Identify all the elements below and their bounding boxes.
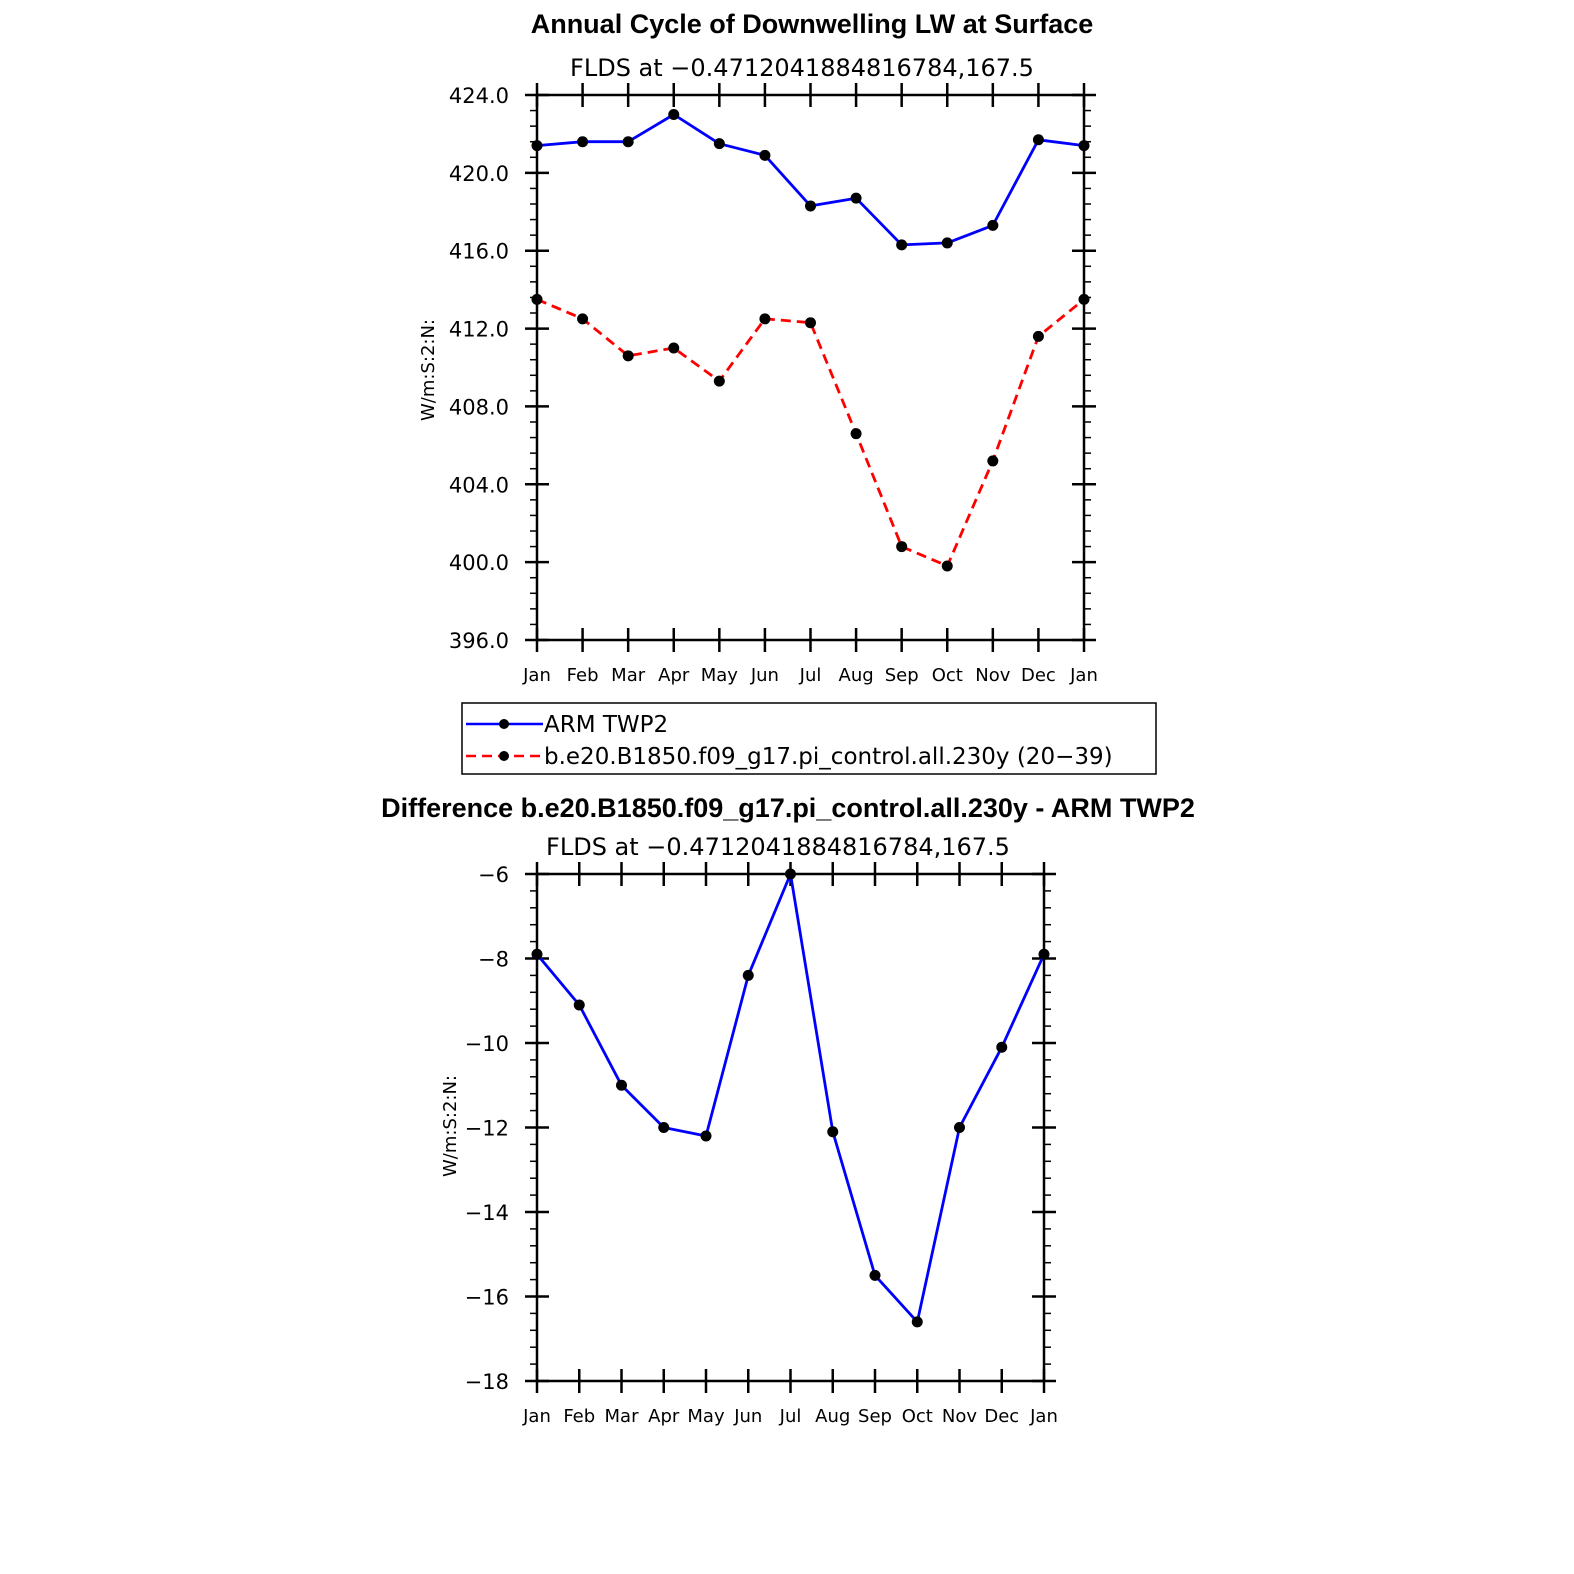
x-tick-label: Sep [858, 1406, 892, 1427]
y-axis-label: W/m:S:2:N: [440, 1075, 461, 1177]
x-tick-label: Dec [984, 1406, 1019, 1427]
y-tick-labels: 396.0 400.0 404.0 408.0 412.0 416.0 420.0 424.0 [449, 84, 509, 653]
plot-frame [535, 872, 1046, 1383]
y-tick-label: 424.0 [449, 84, 509, 108]
y-tick-label: −16 [465, 1286, 509, 1310]
data-point [911, 1316, 923, 1328]
plot-frame [535, 93, 1086, 642]
x-tick-label: Nov [942, 1406, 977, 1427]
data-point [577, 313, 589, 325]
data-point [850, 428, 862, 440]
data-point [577, 136, 589, 148]
data-point [759, 313, 771, 325]
data-point [616, 1079, 627, 1091]
x-tick-label: Aug [839, 665, 874, 686]
x-tick-label: Dec [1021, 665, 1056, 686]
y-tick-label: −18 [465, 1370, 509, 1394]
difference-panel: Difference b.e20.B1850.f09_g17.pi_contro… [381, 793, 1195, 1427]
x-tick-label: May [687, 1406, 725, 1427]
data-point [622, 136, 634, 148]
legend-marker-arm [499, 719, 509, 729]
y-axis-label: W/m:S:2:N: [418, 319, 439, 421]
chart-title: Difference b.e20.B1850.f09_g17.pi_contro… [381, 793, 1195, 823]
x-tick-label: Apr [658, 665, 690, 686]
x-tick-label: Jan [522, 1406, 551, 1427]
data-point [941, 237, 953, 249]
x-tick-label: Jul [779, 1406, 802, 1427]
data-point [896, 541, 908, 553]
legend: ARM TWP2 b.e20.B1850.f09_g17.pi_control.… [461, 702, 1157, 775]
y-tick-label: 404.0 [449, 473, 509, 497]
data-point [827, 1126, 839, 1138]
data-point [742, 969, 754, 981]
y-tick-label: 396.0 [449, 629, 509, 653]
y-tick-labels: −18 −16 −14 −12 −10 −8 −6 [465, 863, 509, 1394]
x-tick-label: Jun [733, 1406, 762, 1427]
data-point [622, 350, 634, 362]
data-point [700, 1130, 712, 1142]
data-point [573, 999, 585, 1011]
data-point [896, 239, 908, 251]
data-point [759, 149, 771, 161]
data-point [805, 317, 816, 329]
data-point [1032, 134, 1044, 146]
y-tick-label: 416.0 [449, 240, 509, 264]
y-tick-label: −10 [465, 1032, 509, 1056]
x-tick-label: Nov [975, 665, 1010, 686]
y-tick-label: −6 [478, 863, 509, 887]
data-point [668, 108, 680, 120]
x-tick-label: Oct [902, 1406, 933, 1427]
data-point [941, 560, 953, 572]
x-tick-label: May [701, 665, 739, 686]
data-series [531, 108, 1090, 572]
data-point [805, 200, 816, 212]
y-tick-label: 400.0 [449, 551, 509, 575]
data-point [658, 1122, 670, 1133]
data-point [1032, 330, 1044, 342]
y-tick-label: −8 [478, 948, 509, 972]
data-point [869, 1269, 881, 1281]
chart-title: Annual Cycle of Downwelling LW at Surfac… [531, 9, 1094, 39]
x-tick-labels: Jan Feb Mar Apr May Jun Jul Aug Sep Oct Nov Dec Jan [522, 1406, 1058, 1427]
y-tick-label: 420.0 [449, 162, 509, 186]
x-tick-label: Jun [750, 665, 779, 686]
legend-box [461, 702, 1157, 775]
x-tick-label: Feb [567, 665, 599, 686]
chart-subtitle: FLDS at −0.4712041884816784,167.5 [546, 833, 1010, 861]
x-tick-label: Feb [563, 1406, 595, 1427]
data-point [996, 1041, 1008, 1053]
x-tick-label: Jan [522, 665, 551, 686]
annual-cycle-panel: Annual Cycle of Downwelling LW at Surfac… [418, 9, 1098, 686]
x-tick-label: Jan [1069, 665, 1098, 686]
data-point [668, 342, 680, 354]
data-point [713, 138, 725, 150]
y-tick-label: 412.0 [449, 318, 509, 342]
data-point [954, 1122, 965, 1133]
chart-subtitle: FLDS at −0.4712041884816784,167.5 [570, 54, 1034, 82]
x-tick-label: Mar [605, 1406, 640, 1427]
y-tick-label: −14 [465, 1201, 509, 1225]
legend-label-arm: ARM TWP2 [544, 712, 668, 738]
data-point [850, 192, 862, 204]
x-tick-label: Jul [799, 665, 822, 686]
x-tick-labels: Jan Feb Mar Apr May Jun Jul Aug Sep Oct Nov Dec Jan [522, 665, 1098, 686]
x-tick-label: Apr [648, 1406, 680, 1427]
y-tick-label: 408.0 [449, 395, 509, 419]
legend-marker-model [499, 751, 509, 761]
x-tick-label: Sep [885, 665, 919, 686]
x-tick-label: Aug [815, 1406, 850, 1427]
y-tick-label: −12 [465, 1117, 509, 1141]
legend-label-model: b.e20.B1850.f09_g17.pi_control.all.230y … [544, 744, 1113, 770]
x-tick-label: Jan [1029, 1406, 1058, 1427]
data-point [987, 219, 999, 231]
x-tick-label: Mar [611, 665, 646, 686]
data-point [987, 455, 999, 467]
data-point [713, 375, 725, 387]
x-tick-label: Oct [932, 665, 963, 686]
